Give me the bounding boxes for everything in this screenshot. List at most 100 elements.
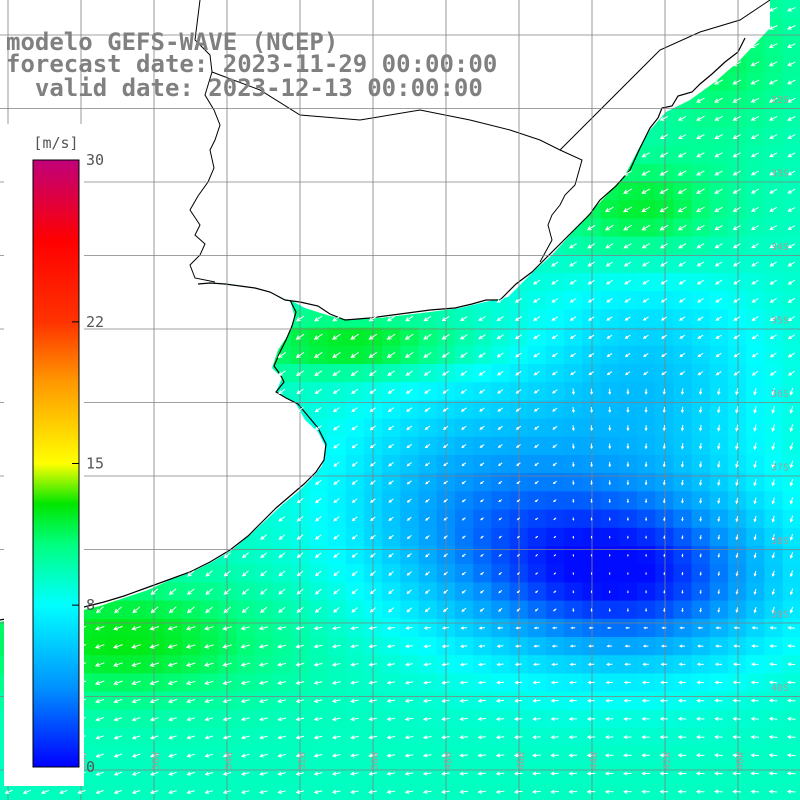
- wind-arrow: [641, 789, 650, 794]
- wind-arrow: [787, 297, 796, 303]
- wind-arrow: [515, 626, 522, 630]
- wind-arrow: [751, 316, 759, 321]
- wind-arrow: [550, 789, 559, 794]
- wind-arrow: [314, 315, 323, 322]
- wind-arrow: [405, 644, 413, 649]
- wind-arrow: [608, 536, 611, 539]
- wind-arrow: [459, 698, 468, 703]
- wind-arrow: [735, 497, 739, 505]
- wind-arrow: [95, 789, 104, 794]
- wind-arrow: [750, 753, 760, 758]
- wind-arrow: [131, 717, 141, 722]
- wind-arrow: [425, 535, 430, 539]
- wind-arrow: [551, 298, 559, 303]
- wind-arrow: [787, 243, 796, 249]
- wind-arrow: [789, 606, 794, 614]
- wind-arrow: [786, 716, 796, 721]
- wind-arrow: [478, 389, 486, 394]
- wind-arrow: [404, 333, 414, 340]
- wind-arrow: [425, 571, 430, 576]
- wind-arrow: [715, 279, 723, 285]
- wind-arrow: [478, 316, 486, 322]
- wind-arrow: [404, 771, 414, 776]
- wind-arrow: [626, 443, 630, 450]
- wind-arrow: [498, 607, 503, 612]
- wind-arrow: [480, 553, 484, 557]
- wind-arrow: [550, 716, 559, 721]
- wind-arrow: [404, 735, 414, 740]
- wind-arrow: [769, 243, 778, 249]
- wind-arrow: [513, 716, 523, 721]
- wind-arrow: [351, 480, 358, 485]
- longitude-label: 56W: [151, 751, 162, 770]
- wind-arrow: [95, 717, 105, 722]
- wind-arrow: [22, 789, 32, 794]
- wind-arrow: [553, 608, 557, 612]
- wind-arrow: [699, 516, 702, 522]
- wind-arrow: [351, 443, 358, 449]
- wind-arrow: [333, 588, 340, 595]
- wind-arrow: [659, 698, 668, 703]
- wind-arrow: [717, 516, 721, 523]
- wind-arrow: [461, 589, 467, 594]
- wind-arrow: [406, 443, 413, 449]
- wind-arrow: [332, 370, 341, 376]
- wind-arrow: [368, 717, 377, 722]
- wind-arrow: [768, 680, 778, 685]
- wind-arrow: [314, 406, 322, 413]
- wind-arrow: [350, 789, 359, 794]
- wind-arrow: [645, 535, 648, 539]
- wind-arrow: [113, 717, 123, 722]
- wind-arrow: [406, 553, 412, 558]
- wind-arrow: [277, 753, 286, 758]
- wind-arrow: [662, 443, 666, 450]
- wind-arrow: [516, 480, 521, 485]
- wind-arrow: [659, 224, 669, 231]
- wind-arrow: [331, 717, 341, 722]
- wind-arrow: [789, 552, 794, 559]
- wind-arrow: [786, 734, 796, 740]
- wind-arrow: [698, 388, 703, 396]
- wind-arrow: [149, 626, 160, 631]
- wind-arrow: [351, 570, 358, 577]
- wind-arrow: [642, 644, 649, 648]
- wind-arrow: [496, 626, 504, 630]
- wind-arrow: [131, 680, 141, 686]
- wind-arrow: [240, 753, 250, 758]
- wind-arrow: [315, 570, 322, 577]
- wind-arrow: [787, 61, 796, 67]
- wind-arrow: [677, 188, 687, 194]
- wind-arrow: [768, 771, 778, 776]
- wind-arrow: [423, 352, 432, 358]
- wind-arrow: [715, 644, 722, 648]
- wind-arrow: [789, 533, 794, 541]
- wind-arrow: [551, 261, 559, 267]
- wind-arrow: [572, 554, 575, 557]
- wind-arrow: [386, 333, 396, 340]
- wind-arrow: [732, 188, 741, 194]
- wind-arrow: [477, 789, 487, 794]
- wind-arrow: [590, 572, 593, 576]
- wind-arrow: [732, 734, 741, 740]
- longitude-label: 52W: [297, 751, 308, 770]
- wind-arrow: [443, 571, 448, 576]
- wind-arrow: [551, 389, 558, 394]
- wind-arrow: [332, 351, 341, 358]
- wind-arrow: [590, 443, 593, 450]
- longitude-label: 46W: [516, 751, 527, 770]
- wind-arrow: [461, 480, 467, 485]
- wind-arrow: [441, 315, 450, 322]
- inland-border: [189, 0, 771, 283]
- wind-arrow: [388, 571, 394, 576]
- wind-arrow: [313, 717, 323, 722]
- wind-arrow: [240, 644, 251, 649]
- wind-arrow: [750, 115, 760, 121]
- wind-arrow: [678, 261, 686, 267]
- wind-arrow: [569, 243, 577, 249]
- wind-arrow: [751, 626, 759, 630]
- wind-arrow: [441, 626, 449, 630]
- wind-arrow: [222, 698, 232, 704]
- wind-arrow: [350, 333, 359, 340]
- wind-arrow: [608, 590, 611, 594]
- wind-arrow: [787, 6, 796, 12]
